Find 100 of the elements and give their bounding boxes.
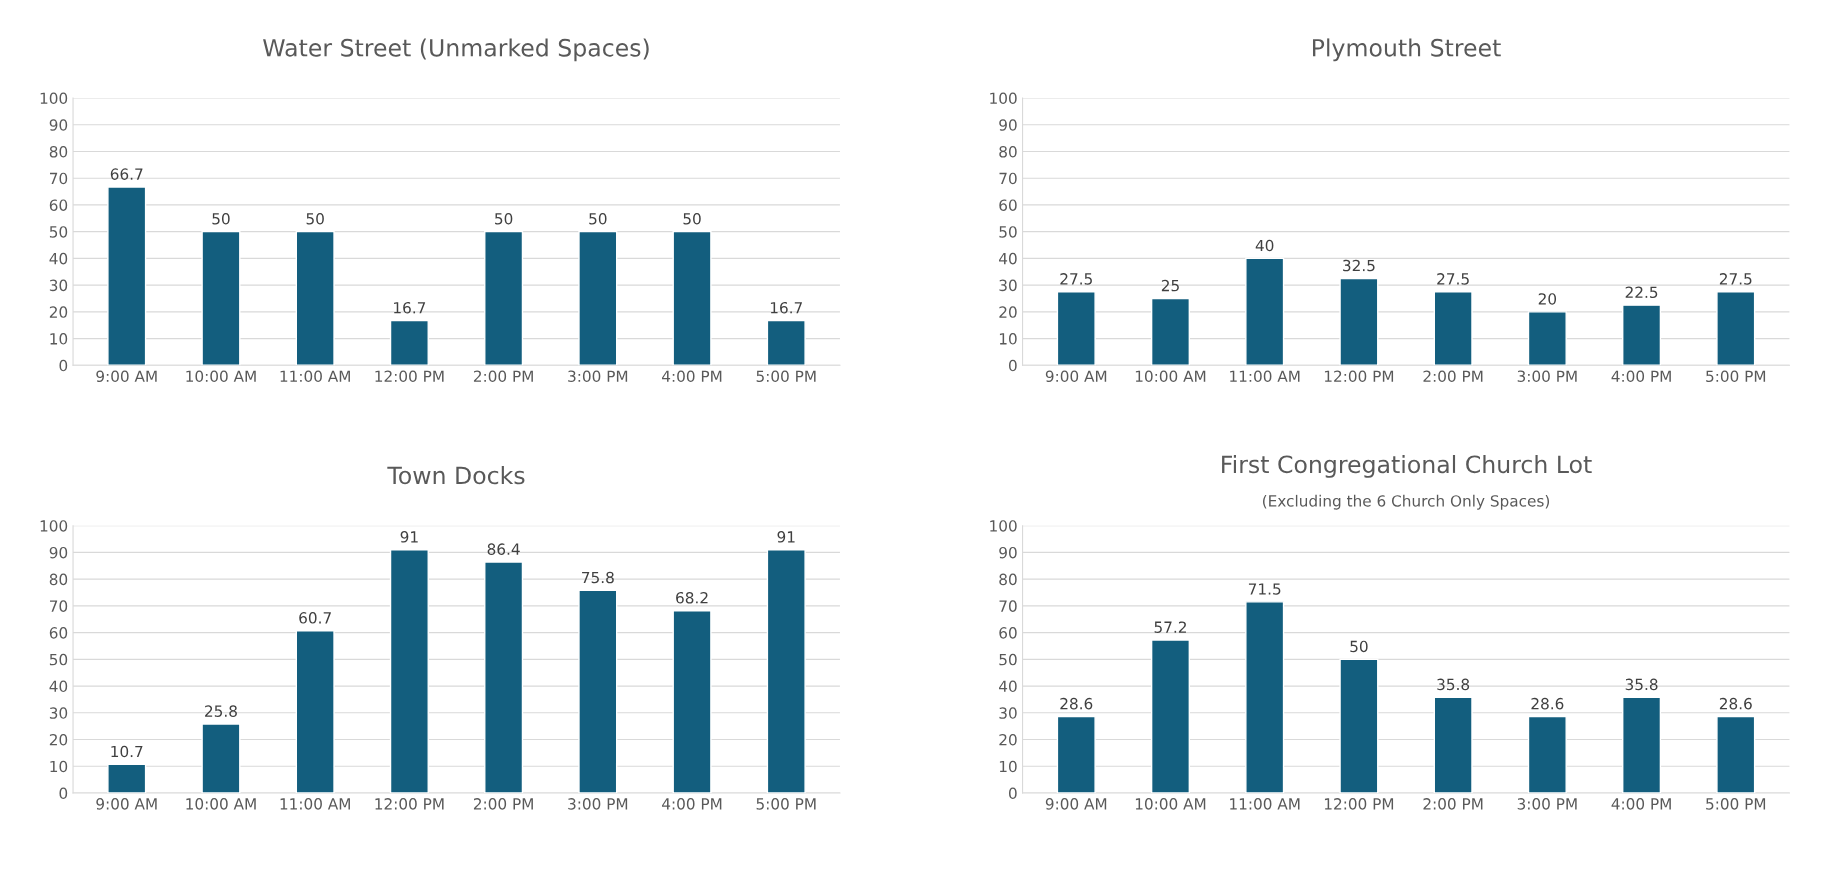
data-label: 71.5 bbox=[1248, 583, 1281, 595]
bar bbox=[1716, 291, 1756, 366]
x-tick-label: 2:00 PM bbox=[1423, 798, 1483, 810]
y-tick-label: 40 bbox=[999, 252, 1017, 265]
y-tick-label: 50 bbox=[999, 226, 1017, 238]
data-label: 57.2 bbox=[1154, 621, 1186, 633]
y-tick-label: 40 bbox=[49, 680, 68, 693]
y-tick-label: 30 bbox=[999, 279, 1017, 292]
data-label: 50 bbox=[306, 212, 324, 225]
data-label: 27.5 bbox=[1719, 273, 1752, 285]
data-label: 60.7 bbox=[299, 612, 331, 624]
y-tick-label: 60 bbox=[999, 627, 1017, 639]
y-tick-label: 20 bbox=[999, 306, 1017, 318]
bar bbox=[1150, 297, 1191, 366]
data-label: 16.7 bbox=[394, 301, 426, 314]
y-tick-label: 100 bbox=[990, 520, 1017, 532]
data-label: 32.5 bbox=[1343, 259, 1375, 272]
y-tick-label: 0 bbox=[1008, 787, 1017, 800]
y-tick-label: 60 bbox=[999, 199, 1017, 211]
y-tick-label: 30 bbox=[49, 707, 68, 719]
x-tick-label: 3:00 PM bbox=[1517, 370, 1577, 382]
data-label: 35.8 bbox=[1437, 678, 1470, 691]
data-label: 50 bbox=[495, 212, 513, 225]
bar bbox=[1622, 696, 1662, 793]
x-tick-label: 11:00 AM bbox=[280, 370, 350, 382]
bar bbox=[295, 230, 335, 366]
data-label: 40 bbox=[1255, 239, 1274, 252]
y-tick-label: 30 bbox=[999, 707, 1017, 719]
bar bbox=[1056, 291, 1096, 366]
bar bbox=[1245, 257, 1285, 366]
x-tick-label: 12:00 PM bbox=[1324, 798, 1394, 810]
chart-title: Town Docks bbox=[387, 466, 525, 485]
x-tick-label: 2:00 PM bbox=[473, 798, 533, 810]
data-label: 75.8 bbox=[582, 571, 614, 584]
data-label: 28.6 bbox=[1531, 697, 1564, 710]
x-tick-label: 10:00 AM bbox=[186, 798, 256, 810]
x-tick-label: 10:00 AM bbox=[1135, 370, 1206, 382]
y-tick-label: 10 bbox=[999, 333, 1017, 345]
x-tick-label: 5:00 PM bbox=[756, 798, 816, 810]
bar bbox=[201, 230, 241, 366]
bar bbox=[766, 319, 806, 366]
x-tick-label: 11:00 AM bbox=[280, 798, 350, 810]
data-label: 91 bbox=[400, 531, 418, 543]
bar bbox=[484, 230, 524, 366]
bar bbox=[201, 723, 241, 793]
bar bbox=[1150, 639, 1191, 793]
x-tick-label: 4:00 PM bbox=[662, 370, 722, 382]
chart-subtitle: (Excluding the 6 Church Only Spaces) bbox=[1263, 494, 1550, 510]
x-tick-label: 12:00 PM bbox=[1324, 370, 1394, 382]
bar bbox=[672, 230, 712, 366]
x-tick-label: 9:00 AM bbox=[96, 370, 157, 382]
data-label: 27.5 bbox=[1060, 273, 1092, 285]
x-tick-label: 4:00 PM bbox=[662, 798, 722, 810]
x-tick-label: 9:00 AM bbox=[1045, 370, 1107, 382]
bar bbox=[1056, 715, 1096, 793]
data-label: 22.5 bbox=[1625, 286, 1658, 299]
x-tick-label: 12:00 PM bbox=[375, 798, 444, 810]
data-label: 35.8 bbox=[1625, 678, 1658, 691]
y-tick-label: 100 bbox=[40, 520, 68, 532]
bar bbox=[1716, 715, 1756, 793]
y-tick-label: 80 bbox=[49, 145, 68, 158]
y-tick-label: 90 bbox=[49, 119, 68, 131]
bar bbox=[389, 319, 429, 366]
y-tick-label: 90 bbox=[999, 546, 1017, 559]
bar bbox=[1339, 277, 1379, 366]
x-tick-label: 3:00 PM bbox=[568, 798, 628, 810]
x-tick-label: 11:00 AM bbox=[1230, 370, 1300, 382]
chart-title: Water Street (Unmarked Spaces) bbox=[263, 38, 649, 62]
y-tick-label: 90 bbox=[49, 546, 68, 559]
y-tick-label: 100 bbox=[990, 92, 1017, 105]
y-tick-label: 40 bbox=[999, 680, 1017, 693]
x-tick-label: 4:00 PM bbox=[1611, 370, 1671, 382]
x-tick-label: 9:00 AM bbox=[96, 798, 157, 810]
bar bbox=[1527, 715, 1567, 793]
x-tick-label: 12:00 PM bbox=[375, 370, 444, 382]
bar bbox=[672, 609, 712, 793]
y-tick-label: 30 bbox=[49, 279, 68, 292]
bar bbox=[1433, 696, 1473, 793]
y-tick-label: 90 bbox=[999, 119, 1017, 131]
x-tick-label: 5:00 PM bbox=[756, 370, 816, 382]
bar bbox=[578, 589, 618, 793]
y-tick-label: 20 bbox=[49, 734, 68, 746]
y-tick-label: 70 bbox=[49, 172, 68, 185]
data-label: 10.7 bbox=[111, 745, 143, 758]
y-tick-label: 0 bbox=[59, 787, 68, 800]
y-tick-label: 70 bbox=[49, 600, 68, 612]
y-tick-label: 70 bbox=[999, 600, 1017, 612]
x-tick-label: 2:00 PM bbox=[473, 370, 533, 382]
chart-title: First Congregational Church Lot bbox=[1222, 454, 1592, 478]
x-tick-label: 11:00 AM bbox=[1230, 798, 1300, 810]
x-tick-label: 3:00 PM bbox=[568, 370, 628, 382]
bar bbox=[578, 230, 618, 366]
data-label: 25.8 bbox=[205, 705, 237, 717]
y-tick-label: 10 bbox=[50, 760, 68, 773]
x-tick-label: 4:00 PM bbox=[1611, 798, 1671, 810]
x-tick-label: 5:00 PM bbox=[1706, 798, 1766, 810]
y-tick-label: 50 bbox=[49, 653, 68, 666]
data-label: 28.6 bbox=[1060, 697, 1093, 710]
data-label: 86.4 bbox=[487, 543, 520, 555]
bar bbox=[107, 763, 147, 793]
